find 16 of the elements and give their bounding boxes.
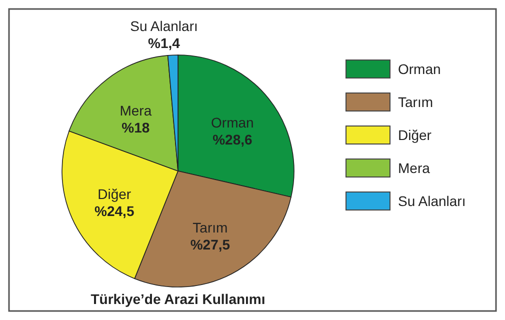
slice-label: Orman [211,114,254,131]
data-label: %28,6 [212,132,253,148]
data-label: %27,5 [190,236,230,253]
slice-label: Mera [120,102,152,119]
slice-label: Tarım [192,220,228,236]
text: Türkiye’de Arazi Kullanımı [90,291,266,307]
data-label: %24,5 [94,203,134,220]
data-label: %18 [122,120,150,136]
legend-label: Orman [398,61,441,77]
legend-label: Mera [398,160,430,176]
slice-label: Diğer [98,186,132,202]
legend-label: Tarım [398,94,433,110]
legend-label: Diğer [398,127,432,143]
data-label: %1,4 [148,35,180,51]
legend-label: Su Alanları [398,193,466,209]
slice-label: Su Alanları [130,18,198,34]
